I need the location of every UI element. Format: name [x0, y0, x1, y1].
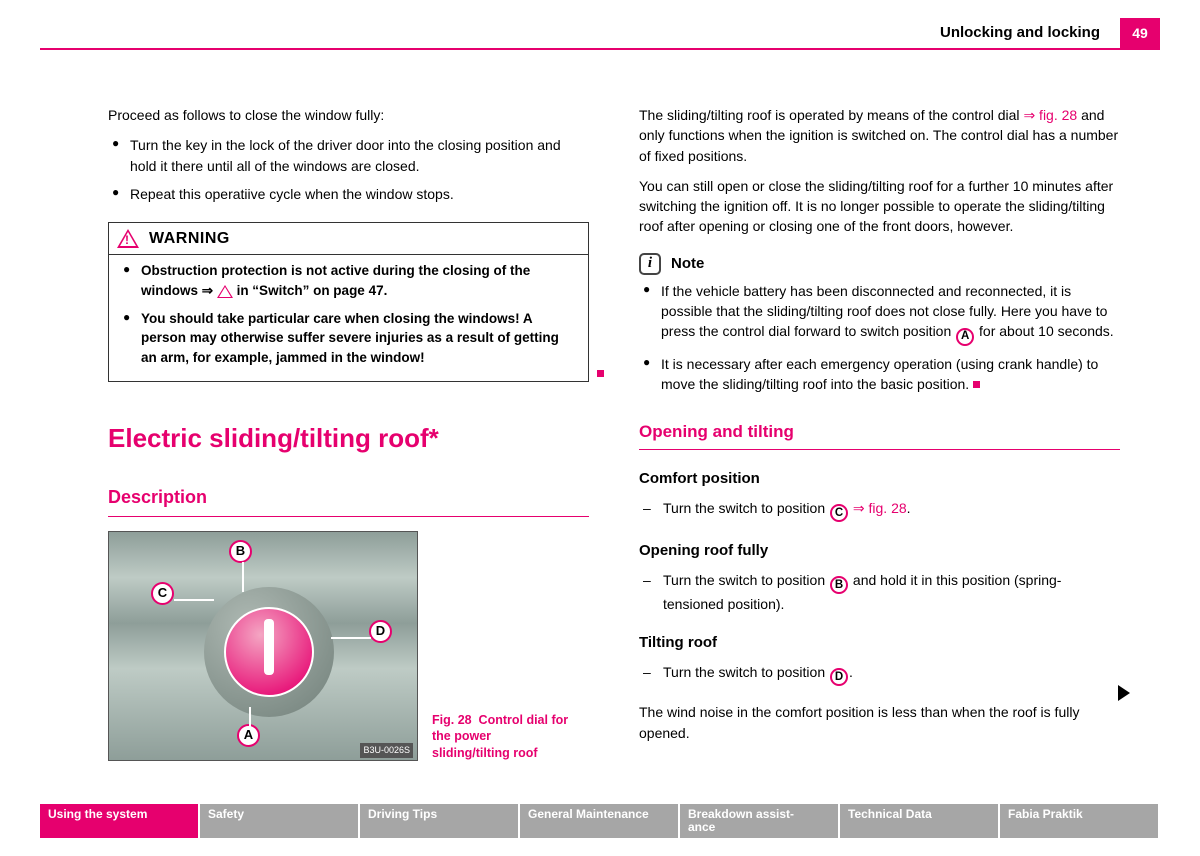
callout-lead [242, 562, 244, 592]
footer-tab-technical[interactable]: Technical Data [840, 804, 1000, 838]
callout-d: D [369, 620, 392, 643]
opening-rule [639, 449, 1120, 450]
callout-a: A [237, 724, 260, 747]
footer-tab-driving[interactable]: Driving Tips [360, 804, 520, 838]
close-bullet-2: Repeat this operatiive cycle when the wi… [108, 184, 589, 204]
open-full-step: Turn the switch to position B and hold i… [639, 570, 1120, 615]
callout-lead [331, 637, 371, 639]
warning-triangle-icon: ! [117, 229, 139, 248]
left-column: Proceed as follows to close the window f… [108, 105, 589, 786]
position-d-icon: D [830, 668, 848, 686]
comfort-step: Turn the switch to position C ⇒ fig. 28. [639, 498, 1120, 522]
note-item-2: It is necessary after each emergency ope… [639, 354, 1120, 395]
section-end-marker-icon [973, 381, 980, 388]
callout-lead [174, 599, 214, 601]
header-section: Unlocking and locking [940, 24, 1100, 41]
figure-caption: Fig. 28 Control dial for the power slidi… [432, 712, 572, 761]
warning-box: ! WARNING Obstruction protection is not … [108, 222, 589, 382]
warning-item-1: Obstruction protection is not active dur… [119, 261, 578, 300]
opening-heading: Opening and tilting [639, 420, 1120, 445]
sub-heading-rule [108, 516, 589, 517]
footer-tab-safety[interactable]: Safety [200, 804, 360, 838]
warning-item-2: You should take particular care when clo… [119, 309, 578, 368]
footer-tab-maintenance[interactable]: General Maintenance [520, 804, 680, 838]
roof-intro-2: You can still open or close the sliding/… [639, 176, 1120, 237]
footer-tabs: Using the system Safety Driving Tips Gen… [40, 804, 1160, 838]
figure-id: B3U-0026S [360, 743, 413, 758]
intro-text: Proceed as follows to close the window f… [108, 105, 589, 125]
roof-intro-1: The sliding/tilting roof is operated by … [639, 105, 1120, 166]
section-end-marker-icon [597, 370, 604, 377]
position-b-icon: B [830, 576, 848, 594]
page-number: 49 [1120, 18, 1160, 48]
fig-ref: ⇒ fig. 28 [1023, 107, 1077, 123]
position-a-icon: A [956, 328, 974, 346]
close-bullet-1: Turn the key in the lock of the driver d… [108, 135, 589, 176]
continue-arrow-icon [1118, 685, 1132, 706]
header-rule [40, 48, 1160, 50]
figure-28: B C D A B3U-0026S [108, 531, 418, 761]
sub-heading-description: Description [108, 484, 589, 510]
control-dial-icon [224, 607, 314, 697]
warning-inline-triangle-icon [217, 285, 233, 298]
comfort-title: Comfort position [639, 468, 1120, 490]
tilting-title: Tilting roof [639, 632, 1120, 654]
footer-tab-breakdown[interactable]: Breakdown assist- ance [680, 804, 840, 838]
footer-tab-fabia[interactable]: Fabia Praktik [1000, 804, 1160, 838]
callout-c: C [151, 582, 174, 605]
position-c-icon: C [830, 504, 848, 522]
footer-tab-using[interactable]: Using the system [40, 804, 200, 838]
tilting-step: Turn the switch to position D. [639, 662, 1120, 686]
right-column: The sliding/tilting roof is operated by … [639, 105, 1120, 786]
note-title: Note [671, 253, 704, 275]
open-full-title: Opening roof fully [639, 540, 1120, 562]
info-icon: i [639, 253, 661, 275]
main-heading: Electric sliding/tilting roof* [108, 420, 589, 458]
wind-note: The wind noise in the comfort position i… [639, 702, 1120, 743]
callout-b: B [229, 540, 252, 563]
warning-title: WARNING [149, 227, 230, 250]
callout-lead [249, 707, 251, 727]
note-item-1: If the vehicle battery has been disconne… [639, 281, 1120, 346]
